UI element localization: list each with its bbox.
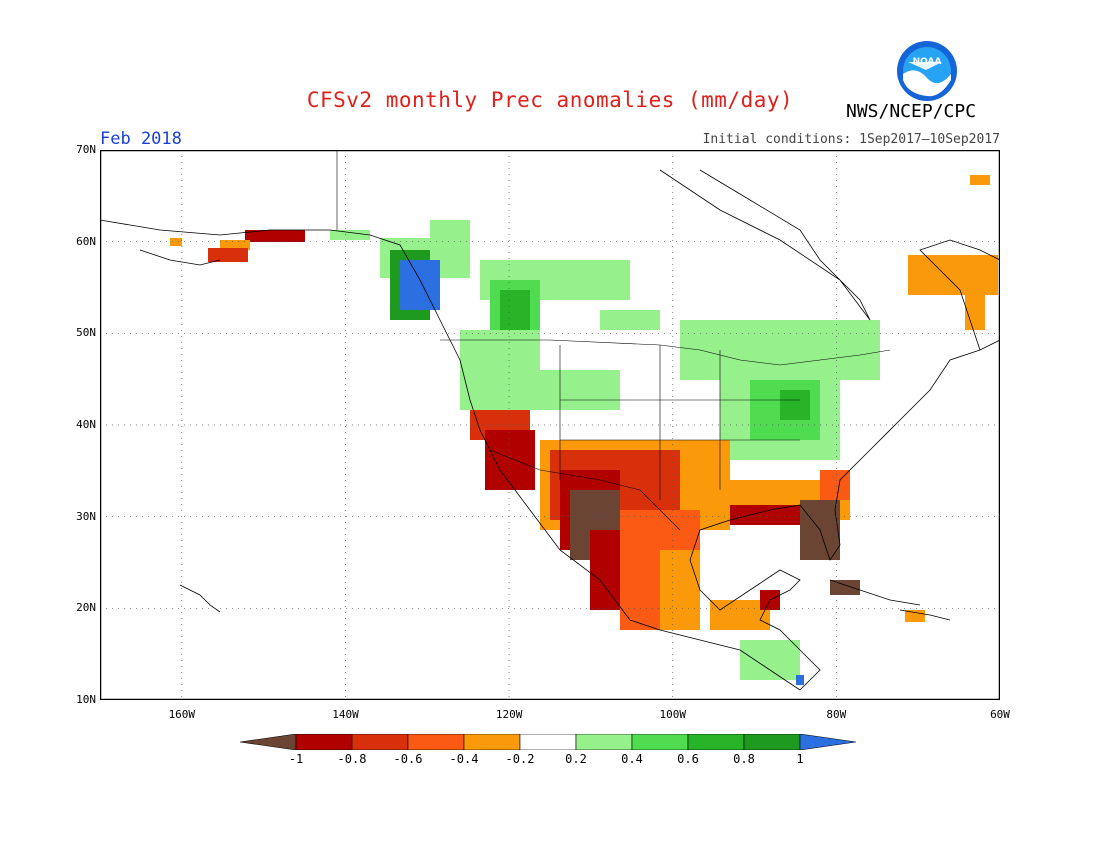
legend-bound-label-3: -0.4 (449, 752, 479, 766)
legend-swatch-9 (743, 734, 801, 750)
legend-bound-label-8: 0.8 (733, 752, 755, 766)
lon-tick-label-5: 60W (990, 708, 1010, 721)
lon-tick-label-1: 140W (332, 708, 359, 721)
mexico-east-dry (660, 550, 700, 630)
atlantic-gulf-coastline (689, 339, 1000, 691)
lon-tick-label-4: 80W (826, 708, 847, 721)
legend-bound-label-4: -0.2 (505, 752, 535, 766)
political-borders (336, 150, 891, 531)
legend-swatch-8 (687, 734, 745, 750)
us-mexico-border (489, 449, 681, 531)
labrador-coast (919, 239, 1000, 351)
legend-swatch-2 (351, 734, 409, 750)
legend-bound-label-1: -0.8 (337, 752, 367, 766)
legend-bound-label-9: 1 (796, 752, 804, 766)
legend-bound-label-0: -1 (288, 752, 304, 766)
alaska-dry-patch-4 (170, 238, 182, 246)
legend-bound-label-2: -0.6 (393, 752, 423, 766)
legend-swatch-0 (240, 734, 297, 750)
us-canada-border (440, 339, 891, 366)
caribbean-dry (905, 610, 925, 622)
lon-tick-label-2: 120W (495, 708, 523, 721)
central-america-very-wet (796, 675, 804, 685)
lat-tick-label-3: 40N (76, 418, 96, 431)
lat-tick-label-4: 30N (76, 509, 96, 523)
legend-swatch-1 (295, 734, 353, 750)
bc-coast-very-wet (400, 260, 440, 310)
color-legend-bar (240, 734, 857, 750)
hispaniola-coast (899, 609, 951, 621)
forecast-period: Feb 2018 (100, 129, 182, 149)
lat-tick-label-6: 10N (76, 693, 96, 706)
lat-lon-grid (100, 150, 1000, 700)
lon-tick-label-3: 100W (659, 708, 686, 721)
lat-tick-label-2: 50N (76, 326, 96, 340)
anomaly-shading (170, 175, 998, 685)
legend-bound-label-6: 0.4 (621, 752, 643, 766)
hudson-bay-coast (659, 169, 871, 321)
lat-tick-label-0: 70N (76, 143, 96, 156)
greenland-dry-patch (970, 175, 990, 185)
legend-swatch-4 (463, 734, 521, 750)
alaska-dry-patch (245, 230, 305, 242)
aleutian-coast (139, 249, 221, 266)
legend-swatch-6 (575, 734, 633, 750)
labrador-dry-patch-2 (965, 290, 985, 330)
cuba-dry (830, 580, 860, 595)
hawaii-islands (179, 584, 221, 613)
coastlines (100, 169, 1000, 691)
central-america-wet (740, 640, 800, 680)
bc-wet-patch-2 (430, 220, 470, 240)
labrador-dry-patch (908, 255, 998, 295)
map-frame (100, 150, 1000, 700)
precip-anomaly-map (100, 150, 1000, 700)
logo-text: NOAA (913, 57, 942, 67)
rockies-wet-patch (540, 370, 620, 410)
ohio-valley-wet-strong (780, 390, 810, 420)
alaska-dry-patch-3 (208, 248, 248, 262)
alberta-wet-patch-2 (500, 290, 530, 330)
lat-tick-label-1: 60N (76, 234, 96, 248)
alaska-dry-patch-2 (220, 240, 250, 250)
lon-tick-label-0: 160W (168, 708, 196, 721)
gulf-coast-dry-strong (730, 505, 820, 525)
legend-swatch-7 (631, 734, 689, 750)
cuba-coast (829, 579, 921, 606)
legend-bound-label-7: 0.6 (677, 752, 699, 766)
pnw-wet-patch (460, 330, 540, 410)
legend-bound-label-5: 0.2 (565, 752, 587, 766)
legend-swatch-10 (799, 734, 857, 750)
canada-wet-patch (330, 230, 370, 240)
legend-swatch-3 (407, 734, 465, 750)
agency-label: NWS/NCEP/CPC (846, 101, 977, 122)
california-dry-strong (485, 430, 535, 490)
pacific-coastline (100, 219, 801, 691)
map-title: CFSv2 monthly Prec anomalies (mm/day) (306, 88, 794, 112)
ontario-wet-patch (600, 310, 660, 330)
initial-conditions: Initial conditions: 1Sep2017–10Sep2017 (702, 132, 1000, 147)
legend-swatch-5 (519, 734, 577, 750)
noaa-logo: NOAA (897, 41, 957, 101)
lat-tick-label-5: 20N (76, 601, 96, 615)
